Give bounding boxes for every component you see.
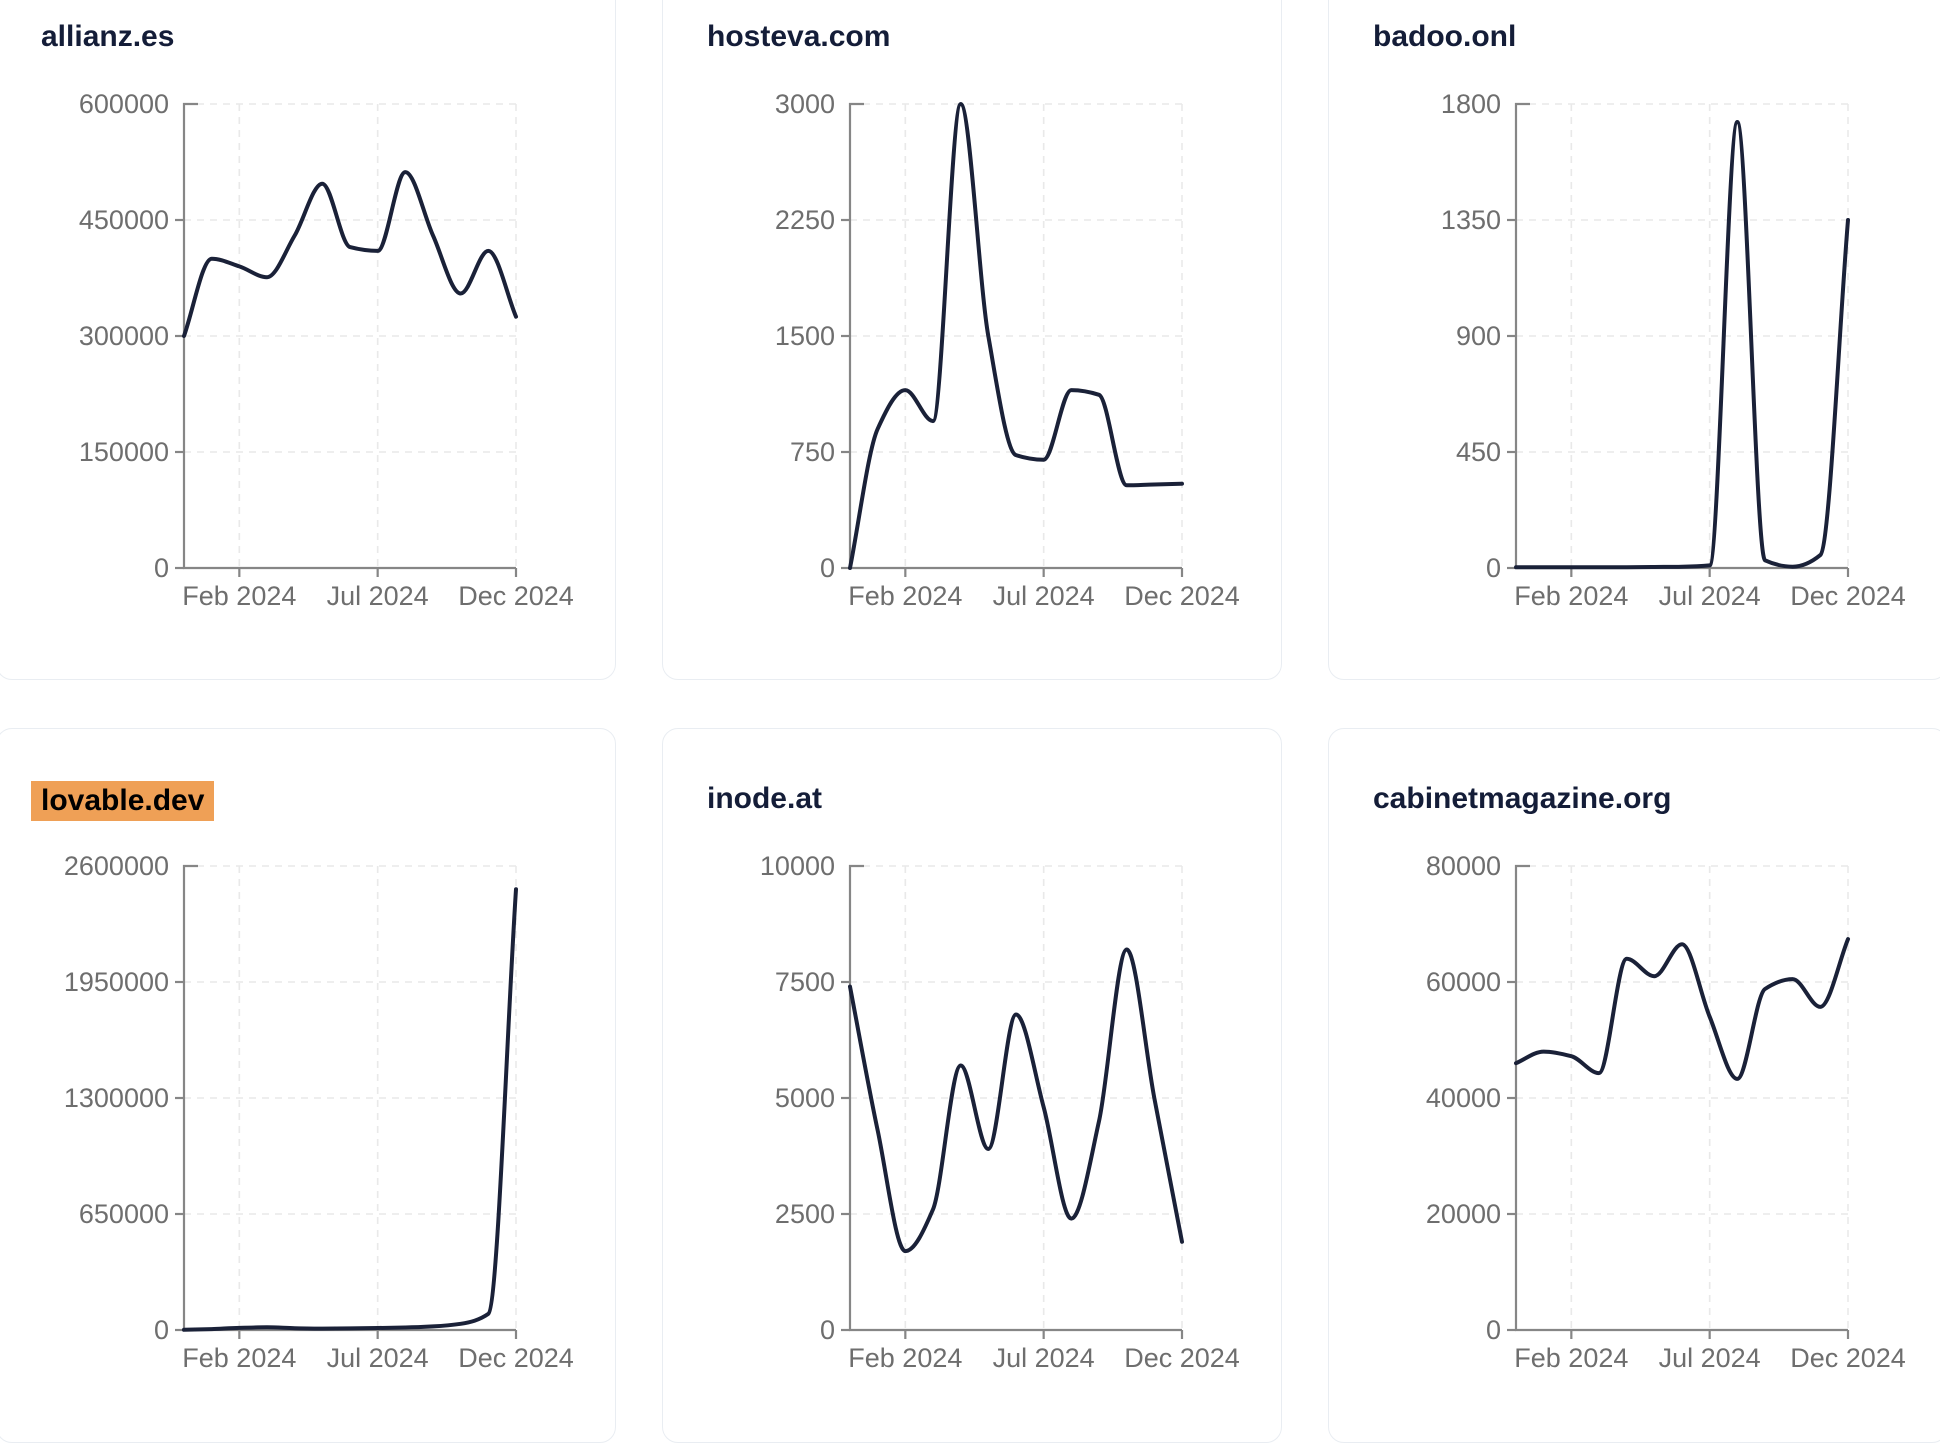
line-chart: 0 750 1500 2250 3000 Feb 2024 Jul 2024 Dec 2024 (775, 89, 1240, 611)
chart-card: lovable.dev 0 650000 1300000 1950000 2600000… (0, 728, 616, 1443)
line-chart: 0 2500 5000 7500 10000 Feb 2024 Jul 2024 Dec 20… (760, 851, 1240, 1373)
x-tick-label: Jul 2024 (993, 581, 1095, 611)
x-tick-label: Jul 2024 (327, 1343, 429, 1373)
chart-title: hosteva.com (707, 19, 890, 55)
y-tick-label: 7500 (775, 967, 835, 997)
axis (848, 102, 1182, 570)
y-tick-label: 5000 (775, 1083, 835, 1113)
y-tick-label: 450 (1456, 437, 1501, 467)
data-line (848, 947, 1184, 1254)
x-tick-label: Jul 2024 (1659, 581, 1761, 611)
chart-card: hosteva.com 0 750 1500 2250 3000 Feb 2024 Jul … (662, 0, 1282, 680)
chart-title-text: hosteva.com (707, 20, 891, 53)
y-tick-label: 0 (1486, 553, 1501, 583)
data-line (182, 170, 518, 338)
y-tick-label: 150000 (79, 437, 169, 467)
x-tick-label: Dec 2024 (1790, 1343, 1906, 1373)
y-tick-label: 1300000 (64, 1083, 169, 1113)
x-tick-label: Feb 2024 (1514, 1343, 1628, 1373)
line-chart: 0 150000 300000 450000 600000 Feb 2024 Jul 202… (79, 89, 574, 611)
x-tick-label: Feb 2024 (848, 581, 962, 611)
y-tick-label: 2250 (775, 205, 835, 235)
x-tick-label: Jul 2024 (1659, 1343, 1761, 1373)
x-tick-label: Dec 2024 (1124, 581, 1240, 611)
y-tick-label: 40000 (1426, 1083, 1501, 1113)
y-tick-label: 3000 (775, 89, 835, 119)
x-tick-label: Dec 2024 (458, 581, 574, 611)
chart-title: inode.at (707, 781, 822, 817)
line-chart: 0 450 900 1350 1800 Feb 2024 Jul 2024 Dec 2024 (1441, 89, 1906, 611)
chart-card: allianz.es 0 150000 300000 450000 600000 Feb … (0, 0, 616, 680)
y-tick-label: 600000 (79, 89, 169, 119)
y-tick-label: 10000 (760, 851, 835, 881)
y-tick-label: 0 (820, 1315, 835, 1345)
chart-card: cabinetmagazine.org 0 20000 40000 60000 8000… (1328, 728, 1940, 1443)
x-tick-label: Jul 2024 (327, 581, 429, 611)
chart-card: badoo.onl 0 450 900 1350 1800 Feb 2024 Jul 202… (1328, 0, 1940, 680)
chart-title-text: inode.at (707, 782, 823, 815)
chart-title-text: allianz.es (41, 20, 175, 53)
axis (182, 102, 516, 570)
y-tick-label: 750 (790, 437, 835, 467)
data-line (1514, 120, 1850, 570)
data-line (1514, 937, 1850, 1081)
chart-title: allianz.es (41, 19, 174, 55)
y-tick-label: 1350 (1441, 205, 1501, 235)
y-tick-label: 450000 (79, 205, 169, 235)
x-tick-label: Feb 2024 (182, 581, 296, 611)
y-tick-label: 900 (1456, 321, 1501, 351)
data-line (182, 887, 518, 1332)
x-tick-label: Dec 2024 (1790, 581, 1906, 611)
x-tick-label: Jul 2024 (993, 1343, 1095, 1373)
y-tick-label: 0 (1486, 1315, 1501, 1345)
axis (182, 864, 516, 1332)
y-tick-label: 0 (154, 1315, 169, 1345)
y-tick-label: 300000 (79, 321, 169, 351)
chart-title-text: badoo.onl (1373, 20, 1517, 53)
x-tick-label: Feb 2024 (848, 1343, 962, 1373)
x-tick-label: Dec 2024 (1124, 1343, 1240, 1373)
y-tick-label: 2600000 (64, 851, 169, 881)
x-tick-label: Feb 2024 (182, 1343, 296, 1373)
y-tick-label: 80000 (1426, 851, 1501, 881)
chart-title-text: cabinetmagazine.org (1373, 782, 1672, 815)
axis (1514, 102, 1848, 570)
chart-title: lovable.dev (31, 781, 215, 821)
y-tick-label: 1500 (775, 321, 835, 351)
line-chart: 0 20000 40000 60000 80000 Feb 2024 Jul 2024 Dec… (1426, 851, 1906, 1373)
chart-card: inode.at 0 2500 5000 7500 10000 Feb 2024 Jul 2… (662, 728, 1282, 1443)
chart-title-text: lovable.dev (31, 781, 215, 821)
y-tick-label: 1950000 (64, 967, 169, 997)
y-tick-label: 1800 (1441, 89, 1501, 119)
y-tick-label: 0 (154, 553, 169, 583)
y-tick-label: 650000 (79, 1199, 169, 1229)
y-tick-label: 2500 (775, 1199, 835, 1229)
y-tick-label: 0 (820, 553, 835, 583)
x-tick-label: Dec 2024 (458, 1343, 574, 1373)
y-tick-label: 60000 (1426, 967, 1501, 997)
line-chart: 0 650000 1300000 1950000 2600000 Feb 2024 Jul … (64, 851, 574, 1373)
y-tick-label: 20000 (1426, 1199, 1501, 1229)
chart-title: badoo.onl (1373, 19, 1516, 55)
data-line (848, 102, 1184, 570)
axis (848, 864, 1182, 1332)
x-tick-label: Feb 2024 (1514, 581, 1628, 611)
chart-title: cabinetmagazine.org (1373, 781, 1671, 817)
axis (1514, 864, 1848, 1332)
